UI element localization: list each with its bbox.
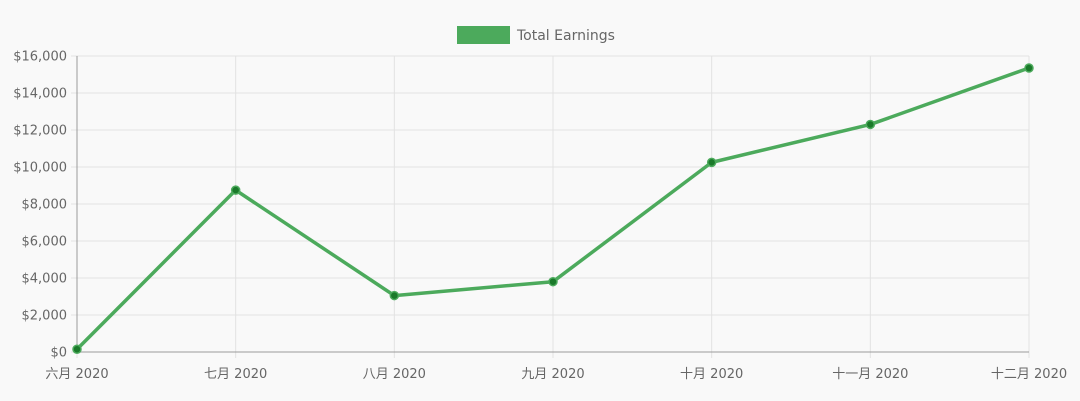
data-point-1[interactable]	[72, 344, 82, 354]
x-tick-label: 九月 2020	[521, 367, 584, 382]
y-tick-label: $16,000	[13, 50, 67, 65]
data-point-5[interactable]	[706, 157, 717, 168]
y-tick-label: $4,000	[22, 272, 68, 287]
x-tick-label: 十一月 2020	[832, 367, 908, 382]
x-tick-label: 六月 2020	[45, 367, 108, 382]
chart-legend[interactable]: Total Earnings	[457, 26, 615, 44]
data-point-7[interactable]	[1024, 63, 1034, 73]
chart-axes	[76, 56, 1029, 353]
y-tick-label: $12,000	[13, 124, 67, 139]
x-tick-label: 七月 2020	[204, 367, 267, 382]
y-tick-label: $10,000	[13, 161, 67, 176]
y-axis-tick-labels: $0 $2,000 $4,000 $6,000 $8,000 $10,000 $12,000…	[13, 50, 67, 361]
y-tick-label: $0	[50, 346, 67, 361]
chart-grid	[71, 55, 1030, 358]
legend-swatch-total-earnings[interactable]	[457, 26, 510, 44]
series-total-earnings	[72, 63, 1034, 354]
data-point-2[interactable]	[230, 185, 241, 195]
data-point-3[interactable]	[389, 290, 400, 301]
y-tick-label: $14,000	[13, 87, 67, 102]
x-axis-tick-labels: 六月 2020 七月 2020 八月 2020 九月 2020 十月 2020 十一月 2…	[45, 367, 1067, 382]
legend-label-total-earnings[interactable]: Total Earnings	[516, 28, 615, 44]
data-point-4[interactable]	[548, 276, 558, 287]
x-tick-label: 十月 2020	[680, 367, 743, 382]
y-tick-label: $6,000	[22, 235, 68, 250]
y-tick-label: $2,000	[22, 309, 68, 324]
x-tick-label: 八月 2020	[363, 367, 426, 382]
y-tick-label: $8,000	[22, 198, 68, 213]
x-tick-label: 十二月 2020	[991, 367, 1067, 382]
data-point-6[interactable]	[865, 119, 876, 130]
